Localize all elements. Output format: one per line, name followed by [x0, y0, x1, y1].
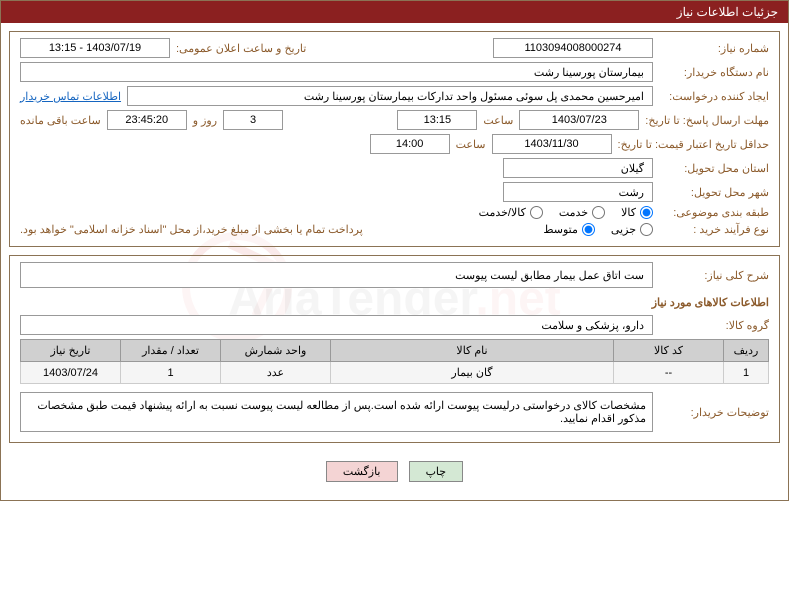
goods-table: ردیف کد کالا نام کالا واحد شمارش تعداد /… — [20, 339, 769, 384]
td-qty: 1 — [121, 362, 221, 384]
deadline-label: مهلت ارسال پاسخ: تا تاریخ: — [645, 114, 769, 127]
buyer-org-field: بیمارستان پورسینا رشت — [20, 62, 653, 82]
radio-goods-label: کالا — [621, 206, 636, 219]
announce-field: 1403/07/19 - 13:15 — [20, 38, 170, 58]
td-name: گان بیمار — [331, 362, 614, 384]
table-row: 1 -- گان بیمار عدد 1 1403/07/24 — [21, 362, 769, 384]
radio-medium-label: متوسط — [543, 223, 578, 236]
radio-both-label: کالا/خدمت — [479, 206, 526, 219]
main-container: جزئیات اطلاعات نیاز شماره نیاز: 11030940… — [0, 0, 789, 501]
header-title: جزئیات اطلاعات نیاز — [677, 5, 778, 19]
table-header-row: ردیف کد کالا نام کالا واحد شمارش تعداد /… — [21, 340, 769, 362]
td-date: 1403/07/24 — [21, 362, 121, 384]
payment-note: پرداخت تمام یا بخشی از مبلغ خرید،از محل … — [20, 223, 363, 236]
days-remain-field: 3 — [223, 110, 283, 130]
row-process: نوع فرآیند خرید : جزیی متوسط پرداخت تمام… — [20, 223, 769, 236]
radio-goods-input[interactable] — [640, 206, 653, 219]
validity-time-field: 14:00 — [370, 134, 450, 154]
validity-date-field: 1403/11/30 — [492, 134, 612, 154]
time-label-1: ساعت — [483, 114, 513, 127]
content-area: شماره نیاز: 1103094008000274 تاریخ و ساع… — [1, 23, 788, 500]
row-requester: ایجاد کننده درخواست: امیرحسین محمدی پل س… — [20, 86, 769, 106]
general-desc-field: ست اتاق عمل بیمار مطابق لیست پیوست — [20, 262, 653, 288]
td-code: -- — [614, 362, 724, 384]
deadline-time-field: 13:15 — [397, 110, 477, 130]
buyer-notes-field: مشخصات کالای درخواستی درلیست پیوست ارائه… — [20, 392, 653, 432]
row-buyer-org: نام دستگاه خریدار: بیمارستان پورسینا رشت — [20, 62, 769, 82]
row-classification: طبقه بندی موضوعی: کالا خدمت کالا/خدمت — [20, 206, 769, 219]
th-row: ردیف — [724, 340, 769, 362]
th-unit: واحد شمارش — [221, 340, 331, 362]
classification-radio-group: کالا خدمت کالا/خدمت — [479, 206, 653, 219]
remain-label: ساعت باقی مانده — [20, 114, 101, 127]
back-button[interactable]: بازگشت — [326, 461, 398, 482]
row-request-no: شماره نیاز: 1103094008000274 تاریخ و ساع… — [20, 38, 769, 58]
radio-medium[interactable]: متوسط — [543, 223, 595, 236]
th-qty: تعداد / مقدار — [121, 340, 221, 362]
announce-label: تاریخ و ساعت اعلان عمومی: — [176, 42, 306, 55]
buyer-notes-label: توضیحات خریدار: — [659, 392, 769, 419]
td-unit: عدد — [221, 362, 331, 384]
validity-label: حداقل تاریخ اعتبار قیمت: تا تاریخ: — [618, 138, 769, 151]
province-field: گیلان — [503, 158, 653, 178]
goods-group-label: گروه کالا: — [659, 319, 769, 332]
row-province: استان محل تحویل: گیلان — [20, 158, 769, 178]
radio-medium-input[interactable] — [582, 223, 595, 236]
button-bar: چاپ بازگشت — [9, 451, 780, 492]
row-buyer-notes: توضیحات خریدار: مشخصات کالای درخواستی در… — [20, 392, 769, 432]
radio-minor-input[interactable] — [640, 223, 653, 236]
row-city: شهر محل تحویل: رشت — [20, 182, 769, 202]
buyer-contact-link[interactable]: اطلاعات تماس خریدار — [20, 90, 121, 103]
details-panel: شماره نیاز: 1103094008000274 تاریخ و ساع… — [9, 31, 780, 247]
radio-both-input[interactable] — [530, 206, 543, 219]
request-no-label: شماره نیاز: — [659, 42, 769, 55]
row-general-desc: شرح کلی نیاز: ست اتاق عمل بیمار مطابق لی… — [20, 262, 769, 288]
radio-service-label: خدمت — [559, 206, 588, 219]
radio-service[interactable]: خدمت — [559, 206, 605, 219]
process-radio-group: جزیی متوسط — [543, 223, 653, 236]
goods-info-title: اطلاعات کالاهای مورد نیاز — [20, 296, 769, 309]
general-desc-label: شرح کلی نیاز: — [659, 269, 769, 282]
panel-header: جزئیات اطلاعات نیاز — [1, 1, 788, 23]
city-field: رشت — [503, 182, 653, 202]
requester-field: امیرحسین محمدی پل سوئی مسئول واحد تدارکا… — [127, 86, 653, 106]
deadline-date-field: 1403/07/23 — [519, 110, 639, 130]
city-label: شهر محل تحویل: — [659, 186, 769, 199]
goods-group-field: دارو، پزشکی و سلامت — [20, 315, 653, 335]
buyer-org-label: نام دستگاه خریدار: — [659, 66, 769, 79]
th-date: تاریخ نیاز — [21, 340, 121, 362]
td-row: 1 — [724, 362, 769, 384]
time-label-2: ساعت — [456, 138, 486, 151]
th-code: کد کالا — [614, 340, 724, 362]
days-and-label: روز و — [193, 114, 217, 127]
requester-label: ایجاد کننده درخواست: — [659, 90, 769, 103]
time-remain-field: 23:45:20 — [107, 110, 187, 130]
radio-service-input[interactable] — [592, 206, 605, 219]
process-label: نوع فرآیند خرید : — [659, 223, 769, 236]
request-no-field: 1103094008000274 — [493, 38, 653, 58]
description-panel: شرح کلی نیاز: ست اتاق عمل بیمار مطابق لی… — [9, 255, 780, 443]
print-button[interactable]: چاپ — [409, 461, 464, 482]
radio-goods[interactable]: کالا — [621, 206, 653, 219]
radio-minor[interactable]: جزیی — [611, 223, 653, 236]
radio-minor-label: جزیی — [611, 223, 636, 236]
row-deadline: مهلت ارسال پاسخ: تا تاریخ: 1403/07/23 سا… — [20, 110, 769, 130]
province-label: استان محل تحویل: — [659, 162, 769, 175]
row-goods-group: گروه کالا: دارو، پزشکی و سلامت — [20, 315, 769, 335]
classification-label: طبقه بندی موضوعی: — [659, 206, 769, 219]
row-validity: حداقل تاریخ اعتبار قیمت: تا تاریخ: 1403/… — [20, 134, 769, 154]
th-name: نام کالا — [331, 340, 614, 362]
radio-both[interactable]: کالا/خدمت — [479, 206, 543, 219]
